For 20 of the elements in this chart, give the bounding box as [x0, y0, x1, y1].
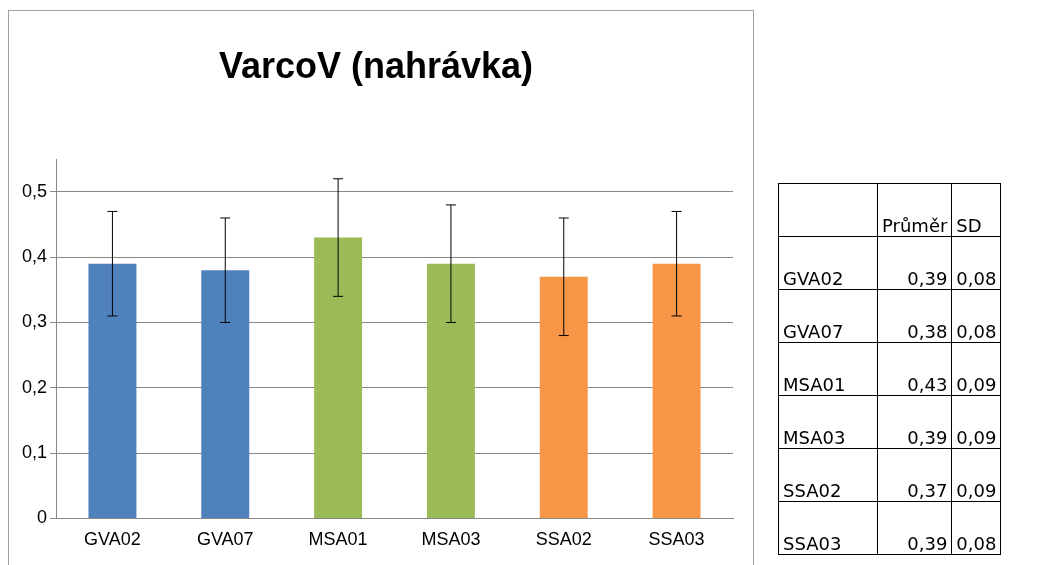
x-tick-label: GVA02: [84, 529, 141, 550]
x-tick-label: SSA02: [535, 529, 592, 550]
x-tick-label: MSA01: [308, 529, 368, 550]
x-tick-label: SSA03: [648, 529, 705, 550]
chart-title: VarcoV (nahrávka): [218, 44, 534, 86]
bar: [88, 263, 137, 518]
y-tick-label: 0,1: [21, 442, 48, 463]
x-tick-label: GVA07: [196, 529, 254, 550]
bar: [201, 270, 250, 518]
bar: [652, 263, 701, 518]
y-tick-label: 0,4: [21, 246, 48, 267]
y-tick-label: 0,5: [21, 180, 48, 201]
y-tick-label: 0,2: [21, 376, 48, 397]
bar: [426, 263, 475, 518]
x-tick-label: MSA03: [421, 529, 481, 550]
y-tick-label: 0: [37, 507, 48, 528]
bar: [314, 237, 363, 518]
y-tick-label: 0,3: [21, 311, 48, 332]
value-table: Průměr SD GVA02 0,39 0,08 GVA07 0,38 0,08 MSA01 0,43 0,09 MSA03 0,39 0,09 SSA02 0,37 0,09 SSA03 0,39 0,08: [778, 183, 1002, 555]
bar: [539, 276, 588, 518]
